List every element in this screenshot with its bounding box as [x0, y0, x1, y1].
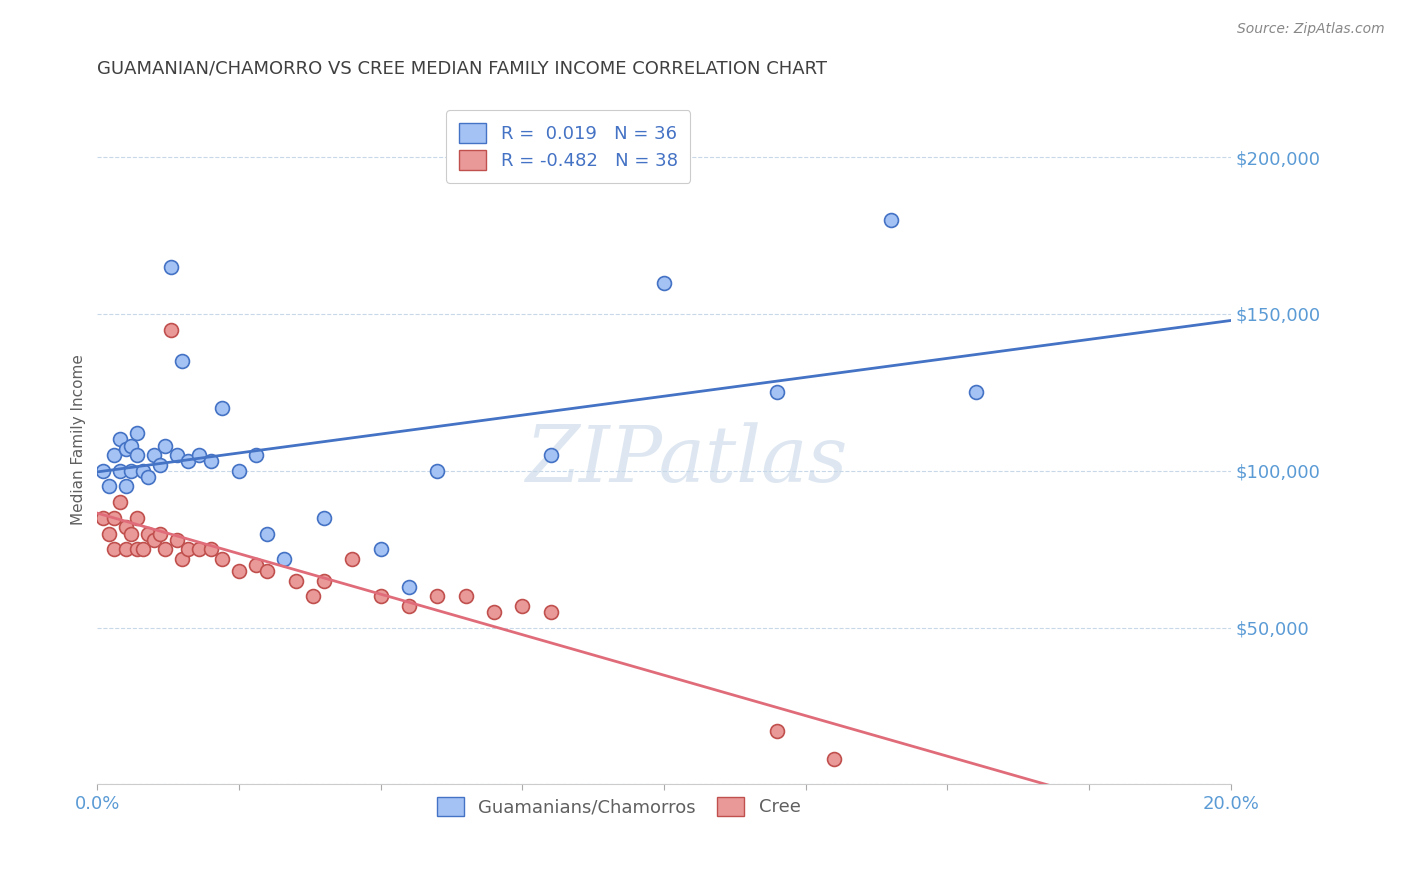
- Point: [766, 385, 789, 400]
- Point: [370, 589, 392, 603]
- Text: ZIPatlas: ZIPatlas: [526, 422, 848, 499]
- Point: [114, 542, 136, 557]
- Point: [211, 551, 233, 566]
- Point: [138, 526, 160, 541]
- Point: [125, 426, 148, 441]
- Text: Source: ZipAtlas.com: Source: ZipAtlas.com: [1237, 22, 1385, 37]
- Point: [540, 605, 562, 619]
- Legend: Guamanians/Chamorros, Cree: Guamanians/Chamorros, Cree: [429, 789, 808, 823]
- Point: [188, 448, 211, 462]
- Point: [103, 542, 125, 557]
- Point: [301, 589, 323, 603]
- Point: [125, 511, 148, 525]
- Point: [155, 542, 177, 557]
- Point: [284, 574, 307, 588]
- Point: [512, 599, 534, 613]
- Point: [143, 448, 166, 462]
- Point: [166, 448, 188, 462]
- Point: [103, 448, 125, 462]
- Point: [120, 439, 142, 453]
- Point: [131, 542, 153, 557]
- Point: [540, 448, 562, 462]
- Point: [245, 558, 267, 572]
- Point: [125, 448, 148, 462]
- Point: [172, 354, 194, 368]
- Point: [256, 564, 278, 578]
- Point: [454, 589, 477, 603]
- Point: [172, 551, 194, 566]
- Point: [108, 495, 131, 509]
- Point: [108, 464, 131, 478]
- Point: [155, 439, 177, 453]
- Point: [125, 542, 148, 557]
- Point: [114, 442, 136, 456]
- Point: [166, 533, 188, 547]
- Point: [398, 599, 420, 613]
- Point: [211, 401, 233, 415]
- Point: [245, 448, 267, 462]
- Point: [177, 542, 200, 557]
- Point: [114, 479, 136, 493]
- Point: [228, 564, 250, 578]
- Point: [342, 551, 364, 566]
- Point: [370, 542, 392, 557]
- Point: [426, 589, 449, 603]
- Point: [131, 464, 153, 478]
- Point: [97, 526, 120, 541]
- Point: [97, 479, 120, 493]
- Point: [766, 724, 789, 739]
- Point: [880, 213, 903, 227]
- Point: [482, 605, 505, 619]
- Text: GUAMANIAN/CHAMORRO VS CREE MEDIAN FAMILY INCOME CORRELATION CHART: GUAMANIAN/CHAMORRO VS CREE MEDIAN FAMILY…: [97, 60, 827, 78]
- Point: [256, 526, 278, 541]
- Point: [398, 580, 420, 594]
- Point: [273, 551, 295, 566]
- Point: [160, 260, 183, 274]
- Point: [103, 511, 125, 525]
- Point: [138, 470, 160, 484]
- Point: [108, 433, 131, 447]
- Point: [823, 752, 845, 766]
- Point: [188, 542, 211, 557]
- Point: [200, 454, 222, 468]
- Point: [965, 385, 987, 400]
- Point: [120, 526, 142, 541]
- Point: [91, 464, 114, 478]
- Point: [426, 464, 449, 478]
- Point: [149, 526, 172, 541]
- Y-axis label: Median Family Income: Median Family Income: [72, 354, 86, 524]
- Point: [143, 533, 166, 547]
- Point: [200, 542, 222, 557]
- Point: [312, 511, 335, 525]
- Point: [652, 276, 675, 290]
- Point: [228, 464, 250, 478]
- Point: [312, 574, 335, 588]
- Point: [177, 454, 200, 468]
- Point: [120, 464, 142, 478]
- Point: [160, 323, 183, 337]
- Point: [149, 458, 172, 472]
- Point: [114, 520, 136, 534]
- Point: [91, 511, 114, 525]
